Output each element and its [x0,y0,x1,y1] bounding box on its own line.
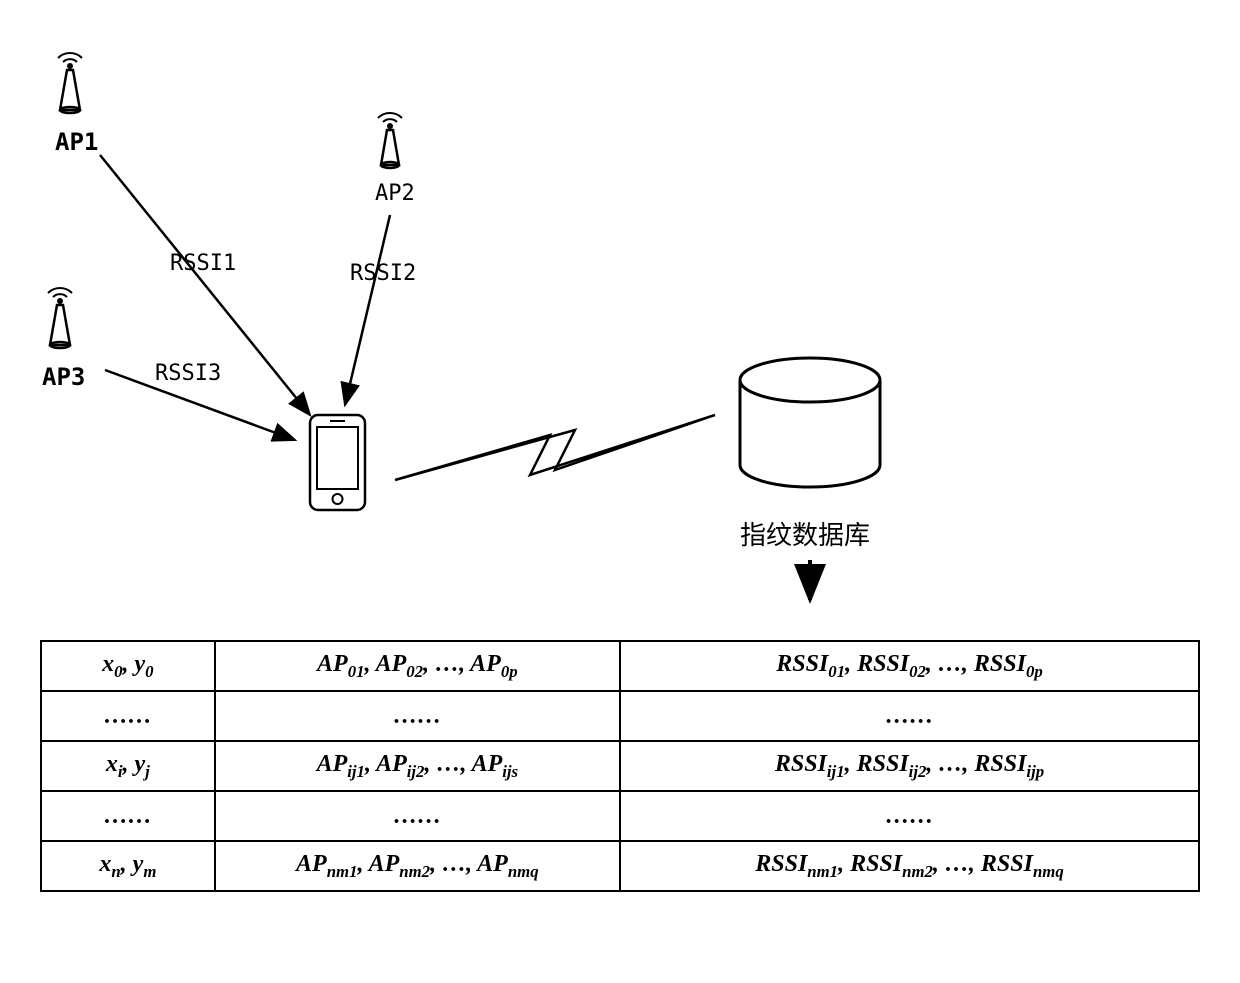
rssi-cell: RSSInm1, RSSInm2, …, RSSInmq [620,841,1199,891]
rssi2-label: RSSI2 [350,261,416,286]
ap1-icon [58,53,82,113]
database-label: 指纹数据库 [740,515,870,552]
rssi-cell: …… [620,791,1199,841]
diagram-svg: AP1 AP2 AP3 RSSI1 RSSI2 RSSI3 [20,20,1220,620]
rssi-cell: RSSI01, RSSI02, …, RSSI0p [620,641,1199,691]
coord-cell: …… [41,791,215,841]
table-row: ……………… [41,791,1199,841]
ap-cell: APij1, APij2, …, APijs [215,741,620,791]
table-row: ……………… [41,691,1199,741]
wifi-fingerprint-diagram: AP1 AP2 AP3 RSSI1 RSSI2 RSSI3 [20,20,1220,620]
ap3-label: AP3 [42,363,85,391]
coord-cell: xi, yj [41,741,215,791]
edge-ap2-phone [345,215,390,405]
fingerprint-table: x0, y0AP01, AP02, …, AP0pRSSI01, RSSI02,… [40,640,1200,892]
ap-cell: AP01, AP02, …, AP0p [215,641,620,691]
ap2-icon [378,113,402,168]
rssi-cell: …… [620,691,1199,741]
ap-cell: APnm1, APnm2, …, APnmq [215,841,620,891]
ap1-label: AP1 [55,128,98,156]
table-row: xi, yjAPij1, APij2, …, APijsRSSIij1, RSS… [41,741,1199,791]
coord-cell: x0, y0 [41,641,215,691]
ap-cell: …… [215,691,620,741]
database-icon [740,358,880,487]
rssi-cell: RSSIij1, RSSIij2, …, RSSIijp [620,741,1199,791]
coord-cell: …… [41,691,215,741]
ap-cell: …… [215,791,620,841]
wireless-link-icon [395,415,715,480]
table-row: xn, ymAPnm1, APnm2, …, APnmqRSSInm1, RSS… [41,841,1199,891]
rssi1-label: RSSI1 [170,251,236,276]
phone-icon [310,415,365,510]
rssi3-label: RSSI3 [155,361,221,386]
ap2-label: AP2 [375,181,415,206]
coord-cell: xn, ym [41,841,215,891]
ap3-icon [48,288,72,348]
table-row: x0, y0AP01, AP02, …, AP0pRSSI01, RSSI02,… [41,641,1199,691]
